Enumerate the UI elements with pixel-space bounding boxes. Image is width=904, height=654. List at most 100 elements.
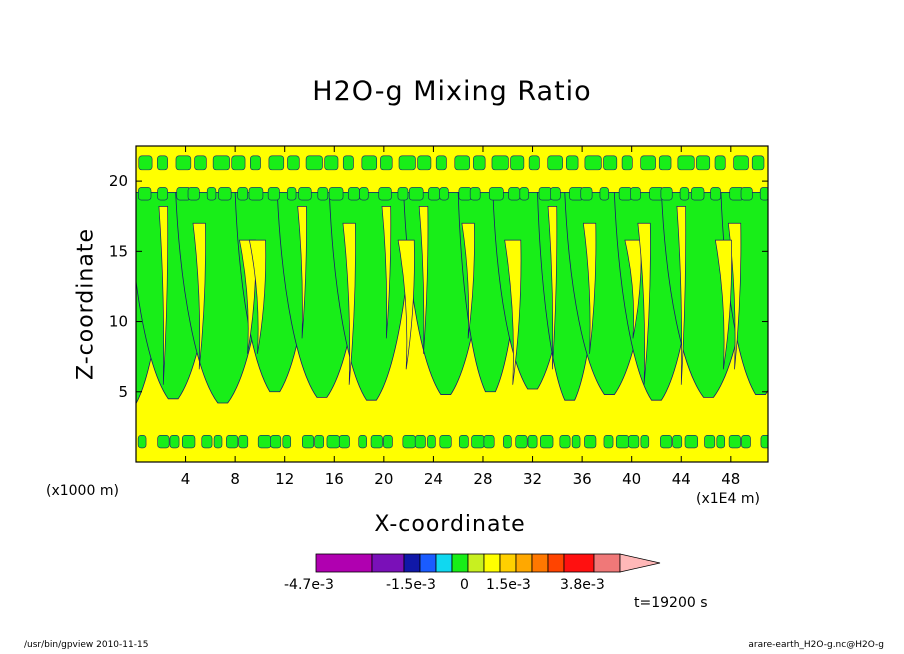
surface-moist-band bbox=[527, 435, 538, 449]
upper-moist-band bbox=[397, 187, 409, 201]
surface-moist-band bbox=[615, 435, 630, 449]
surface-moist-band bbox=[559, 435, 571, 449]
colorbar-segment bbox=[499, 553, 517, 573]
upper-moist-band bbox=[298, 187, 312, 201]
upper-moist-band bbox=[237, 187, 248, 201]
y-axis-label: Z-coordinate bbox=[73, 228, 99, 380]
surface-moist-band bbox=[358, 435, 367, 449]
surface-moist-band bbox=[439, 435, 452, 449]
x-unit-right-label: (x1E4 m) bbox=[696, 491, 760, 507]
upper-moist-band bbox=[138, 187, 152, 201]
footer-left: /usr/bin/gpview 2010-11-15 bbox=[24, 640, 149, 650]
top-moist-band bbox=[751, 155, 765, 171]
colorbar-label: 0 bbox=[460, 577, 469, 593]
x-tick-label: 28 bbox=[473, 470, 492, 488]
surface-moist-band bbox=[213, 435, 223, 449]
upper-moist-band bbox=[469, 187, 481, 201]
top-moist-band bbox=[621, 155, 633, 171]
colorbar-segment bbox=[593, 553, 621, 573]
surface-moist-band bbox=[672, 435, 683, 449]
upper-moist-band bbox=[710, 187, 721, 201]
surface-moist-band bbox=[402, 435, 416, 449]
upper-moist-band bbox=[458, 187, 472, 201]
surface-moist-band bbox=[257, 435, 272, 449]
upper-moist-band bbox=[359, 187, 369, 201]
colorbar-segment bbox=[315, 553, 373, 573]
upper-moist-band bbox=[378, 187, 392, 201]
top-moist-band bbox=[454, 155, 470, 171]
top-moist-band bbox=[342, 155, 354, 171]
dry-streak bbox=[248, 239, 267, 354]
top-moist-band bbox=[250, 155, 261, 171]
dry-streak bbox=[297, 206, 307, 339]
surface-moist-band bbox=[584, 435, 597, 449]
top-moist-band bbox=[733, 155, 749, 171]
upper-moist-band bbox=[618, 187, 633, 201]
dry-streak bbox=[342, 222, 356, 385]
surface-moist-band bbox=[181, 435, 196, 449]
plot-frame bbox=[135, 145, 769, 463]
top-moist-band bbox=[138, 155, 153, 171]
y-tick-label: 20 bbox=[109, 172, 128, 190]
top-moist-band bbox=[566, 155, 579, 171]
surface-moist-band bbox=[370, 435, 383, 449]
colorbar-arrow bbox=[619, 553, 661, 573]
upper-moist-band bbox=[317, 187, 329, 201]
colorbar-segment bbox=[547, 553, 565, 573]
upper-moist-band bbox=[428, 187, 441, 201]
x-tick-label: 12 bbox=[275, 470, 294, 488]
surface-moist-band bbox=[540, 435, 554, 449]
dry-streak bbox=[192, 222, 206, 370]
dry-streak bbox=[418, 206, 429, 354]
surface-moist-band bbox=[238, 435, 249, 449]
top-moist-band bbox=[528, 155, 540, 171]
top-moist-band bbox=[658, 155, 672, 171]
colorbar-segment bbox=[531, 553, 549, 573]
top-moist-band bbox=[157, 155, 168, 171]
upper-moist-band bbox=[538, 187, 552, 201]
x-tick-label: 16 bbox=[325, 470, 344, 488]
upper-moist-band bbox=[679, 187, 690, 201]
x-tick-label: 8 bbox=[230, 470, 240, 488]
upper-moist-band bbox=[287, 187, 297, 201]
surface-moist-band bbox=[628, 435, 640, 449]
upper-moist-band bbox=[630, 187, 641, 201]
top-moist-band bbox=[473, 155, 486, 171]
colorbar-label: -1.5e-3 bbox=[386, 577, 436, 593]
top-moist-band bbox=[677, 155, 695, 171]
x-unit-left-label: (x1000 m) bbox=[46, 483, 119, 499]
x-tick-label: 24 bbox=[424, 470, 443, 488]
upper-moist-band bbox=[489, 187, 504, 201]
surface-moist-band bbox=[603, 435, 614, 449]
surface-moist-band bbox=[704, 435, 716, 449]
top-moist-band bbox=[175, 155, 192, 171]
surface-moist-band bbox=[471, 435, 485, 449]
surface-moist-band bbox=[760, 435, 768, 449]
top-moist-band bbox=[398, 155, 416, 171]
time-label: t=19200 s bbox=[634, 595, 708, 611]
surface-moist-band bbox=[338, 435, 350, 449]
upper-moist-band bbox=[157, 187, 168, 201]
upper-moist-band bbox=[691, 187, 705, 201]
surface-moist-band bbox=[483, 435, 495, 449]
upper-moist-band bbox=[218, 187, 232, 201]
x-tick-label: 20 bbox=[374, 470, 393, 488]
upper-moist-band bbox=[580, 187, 593, 201]
upper-moist-band bbox=[248, 187, 264, 201]
y-tick-label: 5 bbox=[118, 383, 128, 401]
top-moist-band bbox=[231, 155, 246, 171]
dry-streak bbox=[547, 206, 558, 370]
upper-moist-band bbox=[267, 187, 280, 201]
colorbar-label: 3.8e-3 bbox=[560, 577, 605, 593]
colorbar-segment bbox=[451, 553, 469, 573]
surface-moist-band bbox=[716, 435, 726, 449]
upper-moist-band bbox=[187, 187, 200, 201]
x-tick-label: 32 bbox=[523, 470, 542, 488]
dry-streak bbox=[461, 222, 475, 339]
top-moist-band bbox=[640, 155, 656, 171]
surface-moist-band bbox=[326, 435, 340, 449]
x-tick-label: 36 bbox=[573, 470, 592, 488]
dry-streak bbox=[676, 206, 687, 385]
surface-moist-band bbox=[741, 435, 751, 449]
